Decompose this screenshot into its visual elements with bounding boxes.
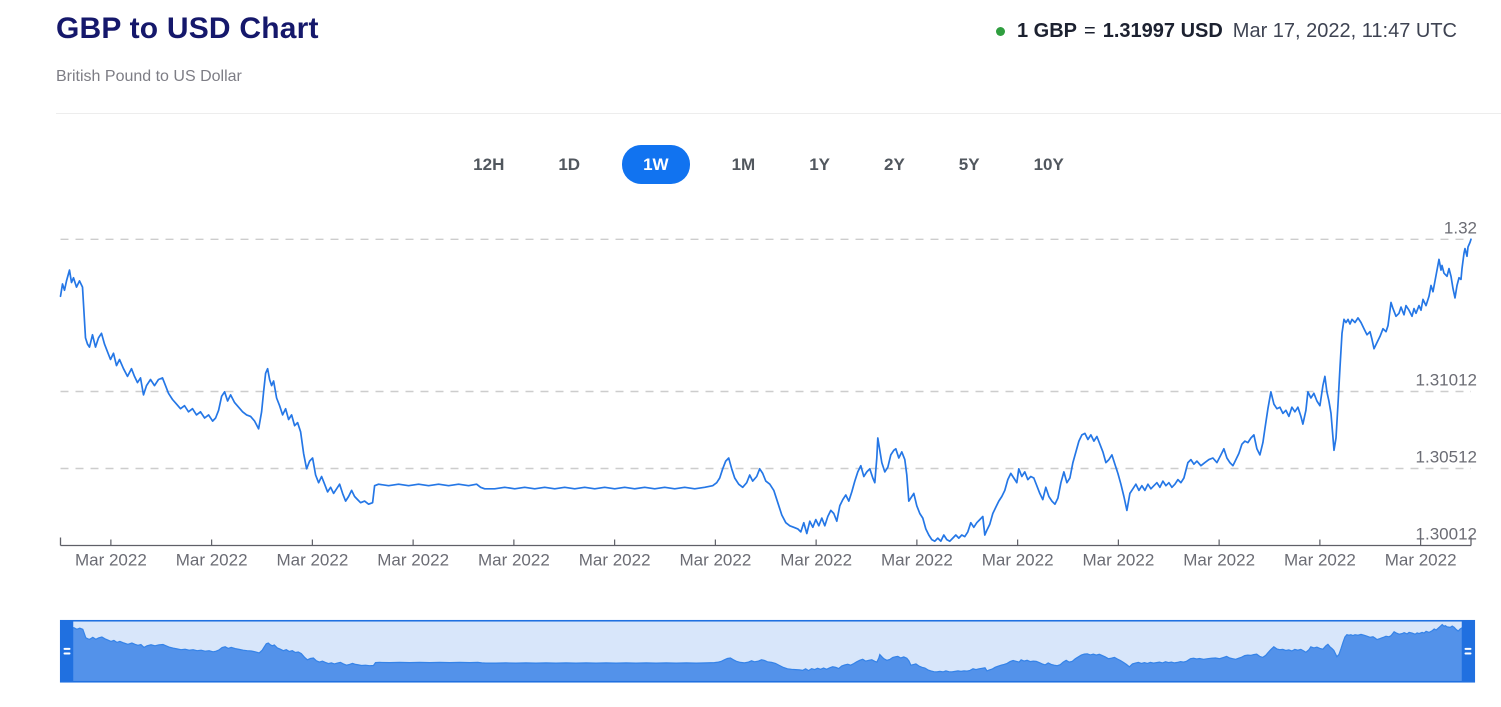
range-button-2y[interactable]: 2Y xyxy=(872,147,917,182)
handle-grip-icon xyxy=(63,652,71,655)
navigator-area xyxy=(60,621,1475,682)
live-rate-quote: 1 GBP = 1.31997 USD Mar 17, 2022, 11:47 … xyxy=(996,20,1457,43)
range-button-10y[interactable]: 10Y xyxy=(1022,147,1076,182)
handle-grip-icon xyxy=(1464,652,1472,655)
navigator-left-handle[interactable] xyxy=(60,620,74,682)
price-line xyxy=(59,238,1472,543)
range-button-1y[interactable]: 1Y xyxy=(797,147,842,182)
range-button-1m[interactable]: 1M xyxy=(720,147,768,182)
range-button-1w[interactable]: 1W xyxy=(622,144,690,184)
navigator-right-handle[interactable] xyxy=(1461,620,1475,682)
x-axis-label: Mar 2022 xyxy=(1082,551,1154,570)
chart-navigator-brush[interactable] xyxy=(0,616,1501,692)
x-axis-label: Mar 2022 xyxy=(780,551,852,570)
y-axis-label: 1.32 xyxy=(1444,218,1477,237)
rate-result: 1.31997 USD xyxy=(1102,20,1223,42)
y-axis-label: 1.30012 xyxy=(1416,525,1477,544)
range-button-5y[interactable]: 5Y xyxy=(947,147,992,182)
range-button-12h[interactable]: 12H xyxy=(461,147,516,182)
page-subtitle: British Pound to US Dollar xyxy=(56,68,242,85)
range-button-1d[interactable]: 1D xyxy=(546,147,592,182)
rate-base-amount: 1 GBP xyxy=(1017,20,1078,42)
x-axis-label: Mar 2022 xyxy=(377,551,449,570)
handle-grip-icon xyxy=(63,647,71,650)
x-axis-label: Mar 2022 xyxy=(1284,551,1356,570)
x-axis-label: Mar 2022 xyxy=(276,551,348,570)
rate-equals-sign: = xyxy=(1084,20,1096,42)
rate-timestamp: Mar 17, 2022, 11:47 UTC xyxy=(1232,20,1457,42)
page-title: GBP to USD Chart xyxy=(56,12,319,45)
y-axis-label: 1.31012 xyxy=(1416,371,1477,390)
time-range-selector: 12H 1D 1W 1M 1Y 2Y 5Y 10Y xyxy=(60,144,1477,184)
x-axis-label: Mar 2022 xyxy=(1385,551,1457,570)
x-axis-label: Mar 2022 xyxy=(579,551,651,570)
y-axis-label: 1.30512 xyxy=(1416,448,1477,467)
x-axis-label: Mar 2022 xyxy=(75,551,147,570)
x-axis-label: Mar 2022 xyxy=(679,551,751,570)
x-axis-label: Mar 2022 xyxy=(1183,551,1255,570)
x-axis-label: Mar 2022 xyxy=(478,551,550,570)
navigator-area-edge xyxy=(60,621,1475,673)
header-divider xyxy=(56,113,1501,114)
x-axis-label: Mar 2022 xyxy=(881,551,953,570)
x-axis-label: Mar 2022 xyxy=(982,551,1054,570)
exchange-rate-chart[interactable]: 1.32 1.31012 1.30512 1.30012 Mar 2022 Mar 202… xyxy=(0,205,1501,590)
handle-grip-icon xyxy=(1464,647,1472,650)
live-status-dot-icon xyxy=(996,27,1005,36)
x-axis-label: Mar 2022 xyxy=(176,551,248,570)
